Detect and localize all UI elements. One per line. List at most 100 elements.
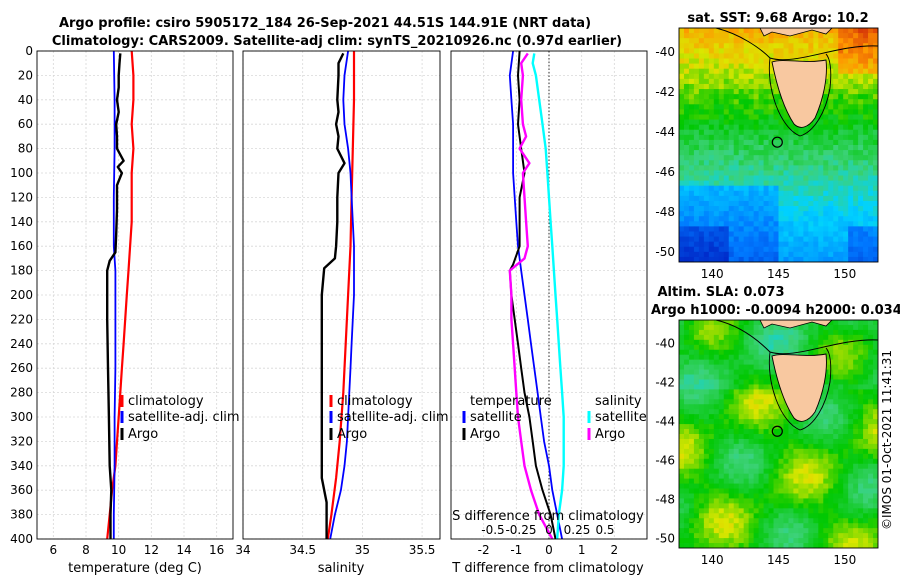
- map-cell: [833, 448, 839, 455]
- map-cell: [723, 129, 730, 136]
- map-cell: [838, 251, 844, 258]
- map-cell: [758, 241, 764, 248]
- map-cell: [708, 236, 715, 243]
- map-cell: [803, 483, 809, 489]
- map-cell: [843, 369, 849, 375]
- map-cell: [713, 241, 720, 248]
- map-cell: [738, 493, 745, 499]
- map-cell: [718, 170, 725, 176]
- map-cell: [873, 429, 878, 435]
- map-cell: [708, 394, 715, 400]
- legend-s-argo-label2: Argo: [595, 427, 625, 442]
- map-cell: [748, 523, 755, 529]
- map-cell: [708, 145, 715, 151]
- map-cell: [783, 478, 789, 484]
- map-cell: [793, 478, 799, 484]
- map-cell: [728, 251, 735, 258]
- map-cell: [843, 175, 849, 182]
- map-cell: [718, 488, 725, 494]
- map-cell: [823, 419, 829, 425]
- map-cell: [763, 124, 769, 131]
- map-cell: [848, 58, 854, 65]
- map-cell: [728, 379, 735, 385]
- map-cell: [718, 180, 725, 187]
- map-cell: [723, 419, 730, 425]
- map-cell: [718, 409, 725, 415]
- map-cell: [803, 344, 809, 351]
- map-cell: [753, 518, 760, 524]
- map-cell: [679, 429, 685, 435]
- map-cell: [873, 216, 878, 222]
- map-cell: [873, 160, 878, 166]
- map-cell: [763, 33, 769, 39]
- map-cell: [833, 256, 839, 262]
- map-cell: [763, 256, 769, 262]
- map-cell: [748, 543, 755, 548]
- map-cell: [758, 409, 764, 415]
- map-cell: [773, 543, 779, 548]
- map-cell: [708, 124, 715, 131]
- map-cell: [743, 211, 750, 217]
- legend-salinity-title: salinity: [595, 394, 642, 409]
- map-cell: [828, 83, 834, 90]
- map-cell: [743, 324, 750, 331]
- map-cell: [728, 180, 735, 187]
- map-cell: [773, 256, 779, 262]
- map-cell: [728, 83, 735, 90]
- map-lon-tick-label: 140: [701, 553, 724, 567]
- map-cell: [818, 170, 824, 176]
- map-cell: [788, 344, 794, 351]
- map-cell: [863, 414, 869, 420]
- map-cell: [863, 424, 869, 430]
- map-cell: [683, 374, 690, 380]
- map-cell: [738, 160, 745, 166]
- map-cell: [718, 43, 725, 49]
- map-cell: [783, 231, 789, 237]
- map-cell: [783, 246, 789, 253]
- map-cell: [758, 190, 764, 197]
- map-cell: [818, 226, 824, 232]
- series-salinity-satellite: [531, 53, 565, 539]
- map-cell: [838, 409, 844, 415]
- map-cell: [833, 429, 839, 435]
- map-cell: [723, 513, 730, 519]
- map-cell: [768, 503, 774, 509]
- map-cell: [823, 523, 829, 529]
- map-cell: [708, 68, 715, 75]
- map-cell: [853, 394, 859, 400]
- map-cell: [858, 354, 864, 361]
- map-cell: [858, 221, 864, 227]
- map-cell: [748, 493, 755, 499]
- map-cell: [828, 170, 834, 176]
- map-cell: [833, 160, 839, 166]
- map-cell: [753, 329, 760, 336]
- map-cell: [753, 53, 760, 59]
- map-cell: [868, 513, 874, 519]
- map-cell: [778, 468, 784, 475]
- map-cell: [778, 424, 784, 430]
- map-cell: [748, 251, 755, 258]
- map-cell: [833, 359, 839, 366]
- map-cell: [763, 463, 769, 470]
- map-cell: [853, 180, 859, 187]
- map-cell: [733, 221, 740, 227]
- map-cell: [748, 329, 755, 336]
- map-cell: [733, 68, 740, 75]
- map-cell: [848, 478, 854, 484]
- map-cell: [808, 211, 814, 217]
- map-cell: [693, 211, 700, 217]
- map-cell: [833, 206, 839, 212]
- map-cell: [873, 78, 878, 85]
- map-cell: [848, 221, 854, 227]
- sst-map: sat. SST: 9.68 Argo: 10.2 140 145 150-40-4…: [655, 11, 879, 281]
- map-cell: [833, 58, 839, 65]
- depth-tick-label: 100: [10, 166, 33, 180]
- map-cell: [713, 134, 720, 141]
- map-cell: [773, 180, 779, 187]
- map-cell: [813, 241, 819, 248]
- map-cell: [798, 478, 804, 484]
- map-cell: [713, 483, 720, 489]
- map-cell: [738, 190, 745, 197]
- map-cell: [823, 231, 829, 237]
- map-cell: [828, 145, 834, 151]
